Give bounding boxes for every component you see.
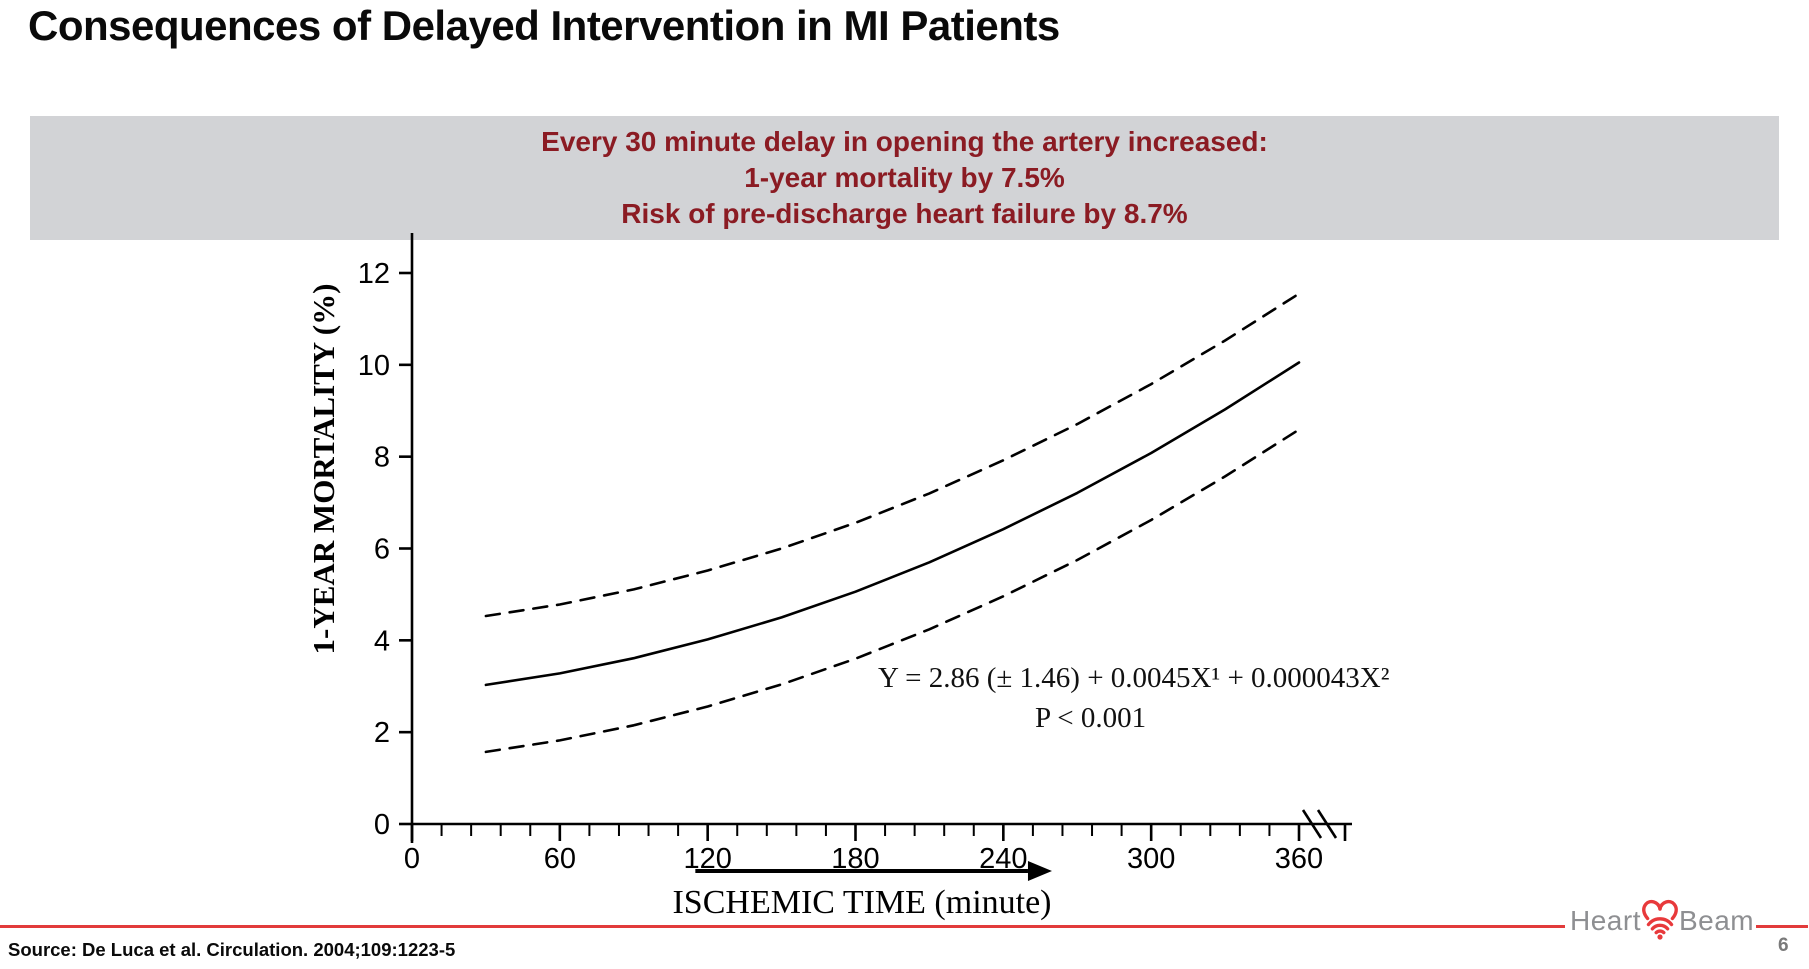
y-tick-label: 12 (358, 258, 390, 290)
page-number: 6 (1778, 935, 1789, 956)
banner-line-1: Every 30 minute delay in opening the art… (541, 126, 1268, 157)
banner-line-3: Risk of pre-discharge heart failure by 8… (621, 198, 1188, 229)
footer-rule-left (0, 925, 1565, 928)
heartbeam-logo: Heart Beam (1570, 899, 1755, 942)
footer-rule-right (1756, 925, 1808, 928)
y-tick-label: 4 (374, 625, 390, 657)
time-arrow-head (1027, 861, 1052, 881)
y-axis-label: 1-YEAR MORTALITY (%) (306, 283, 341, 655)
x-axis-label: ISCHEMIC TIME (minute) (672, 884, 1052, 921)
logo-word-heart: Heart (1570, 905, 1641, 936)
source-citation: Source: De Luca et al. Circulation. 2004… (8, 939, 456, 960)
heart-wifi-icon (1642, 899, 1678, 940)
x-tick-label: 0 (404, 843, 420, 875)
p-value-annotation: P < 0.001 (1035, 702, 1147, 734)
axis-break-mark (1316, 809, 1338, 839)
ci-curve (484, 292, 1301, 618)
ci-curve (484, 428, 1301, 754)
banner-line-2: 1-year mortality by 7.5% (744, 162, 1065, 193)
regression-equation: Y = 2.86 (± 1.46) + 0.0045X¹ + 0.000043X… (878, 662, 1390, 694)
y-tick-label: 0 (374, 809, 390, 841)
y-tick-label: 2 (374, 717, 390, 749)
x-tick-label: 360 (1275, 843, 1323, 875)
page-title: Consequences of Delayed Intervention in … (28, 2, 1060, 49)
y-tick-label: 6 (374, 534, 390, 566)
mean-curve (484, 361, 1301, 687)
key-message-banner: Every 30 minute delay in opening the art… (30, 116, 1779, 240)
x-tick-label: 60 (544, 843, 576, 875)
logo-word-beam: Beam (1678, 905, 1755, 936)
x-tick-label: 300 (1127, 843, 1175, 875)
y-tick-label: 10 (358, 350, 390, 382)
y-tick-label: 8 (374, 442, 390, 474)
axis-break-mark (1301, 809, 1323, 839)
